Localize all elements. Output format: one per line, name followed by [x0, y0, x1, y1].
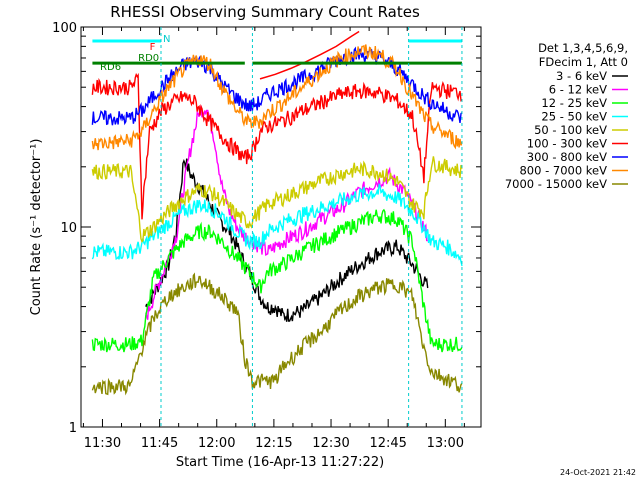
legend: Det 1,3,4,5,6,9, FDecim 1, Att 0 3 - 6 k…: [505, 41, 628, 191]
night-label: N: [163, 34, 170, 45]
x-tick-label: 12:15: [255, 436, 292, 451]
red-rising-trace: [259, 30, 360, 80]
legend-label: 50 - 100 keV: [534, 123, 607, 137]
y-axis-label: Count Rate (s⁻¹ detector⁻¹): [29, 139, 44, 316]
legend-header-2: FDecim 1, Att 0: [539, 55, 628, 69]
series-line: [91, 46, 463, 126]
legend-label: 100 - 300 keV: [527, 137, 607, 151]
flare-label: F: [150, 42, 156, 53]
legend-label: 25 - 50 keV: [541, 110, 607, 124]
series-line: [91, 44, 463, 151]
x-axis-label: Start Time (16-Apr-13 11:27:22): [176, 455, 384, 470]
series-layer: [91, 30, 463, 396]
legend-label: 300 - 800 keV: [527, 150, 607, 164]
y-axis: 1 10 100: [52, 21, 481, 436]
legend-label: 800 - 7000 keV: [519, 164, 607, 178]
x-tick-label: 11:30: [84, 436, 121, 451]
legend-label: 7000 - 15000 keV: [505, 177, 607, 191]
x-axis: 11:30 11:45 12:00 12:15 12:30 12:45 13:00: [82, 27, 465, 451]
series-line: [91, 72, 463, 220]
series-line: [91, 156, 463, 243]
legend-header-1: Det 1,3,4,5,6,9,: [538, 41, 628, 55]
legend-label: 3 - 6 keV: [556, 69, 607, 83]
x-tick-label: 12:30: [312, 436, 349, 451]
x-tick-label: 12:45: [369, 436, 406, 451]
date-stamp: 24-Oct-2021 21:42: [560, 468, 636, 477]
series-line: [91, 208, 463, 353]
legend-label: 6 - 12 keV: [549, 83, 607, 97]
series-line: [91, 182, 463, 267]
y-tick-label: 10: [60, 221, 77, 236]
series-line: [91, 272, 463, 396]
rd6-label: RD6: [100, 62, 121, 73]
rd0-label: RD0: [138, 53, 159, 64]
legend-label: 12 - 25 keV: [541, 96, 607, 110]
y-tick-label: 100: [52, 21, 77, 36]
y-tick-label: 1: [69, 421, 77, 436]
x-tick-label: 13:00: [427, 436, 464, 451]
chart-title: RHESSI Observing Summary Count Rates: [110, 3, 420, 21]
series-line: [145, 158, 429, 322]
x-tick-label: 12:00: [198, 436, 235, 451]
x-tick-label: 11:45: [141, 436, 178, 451]
